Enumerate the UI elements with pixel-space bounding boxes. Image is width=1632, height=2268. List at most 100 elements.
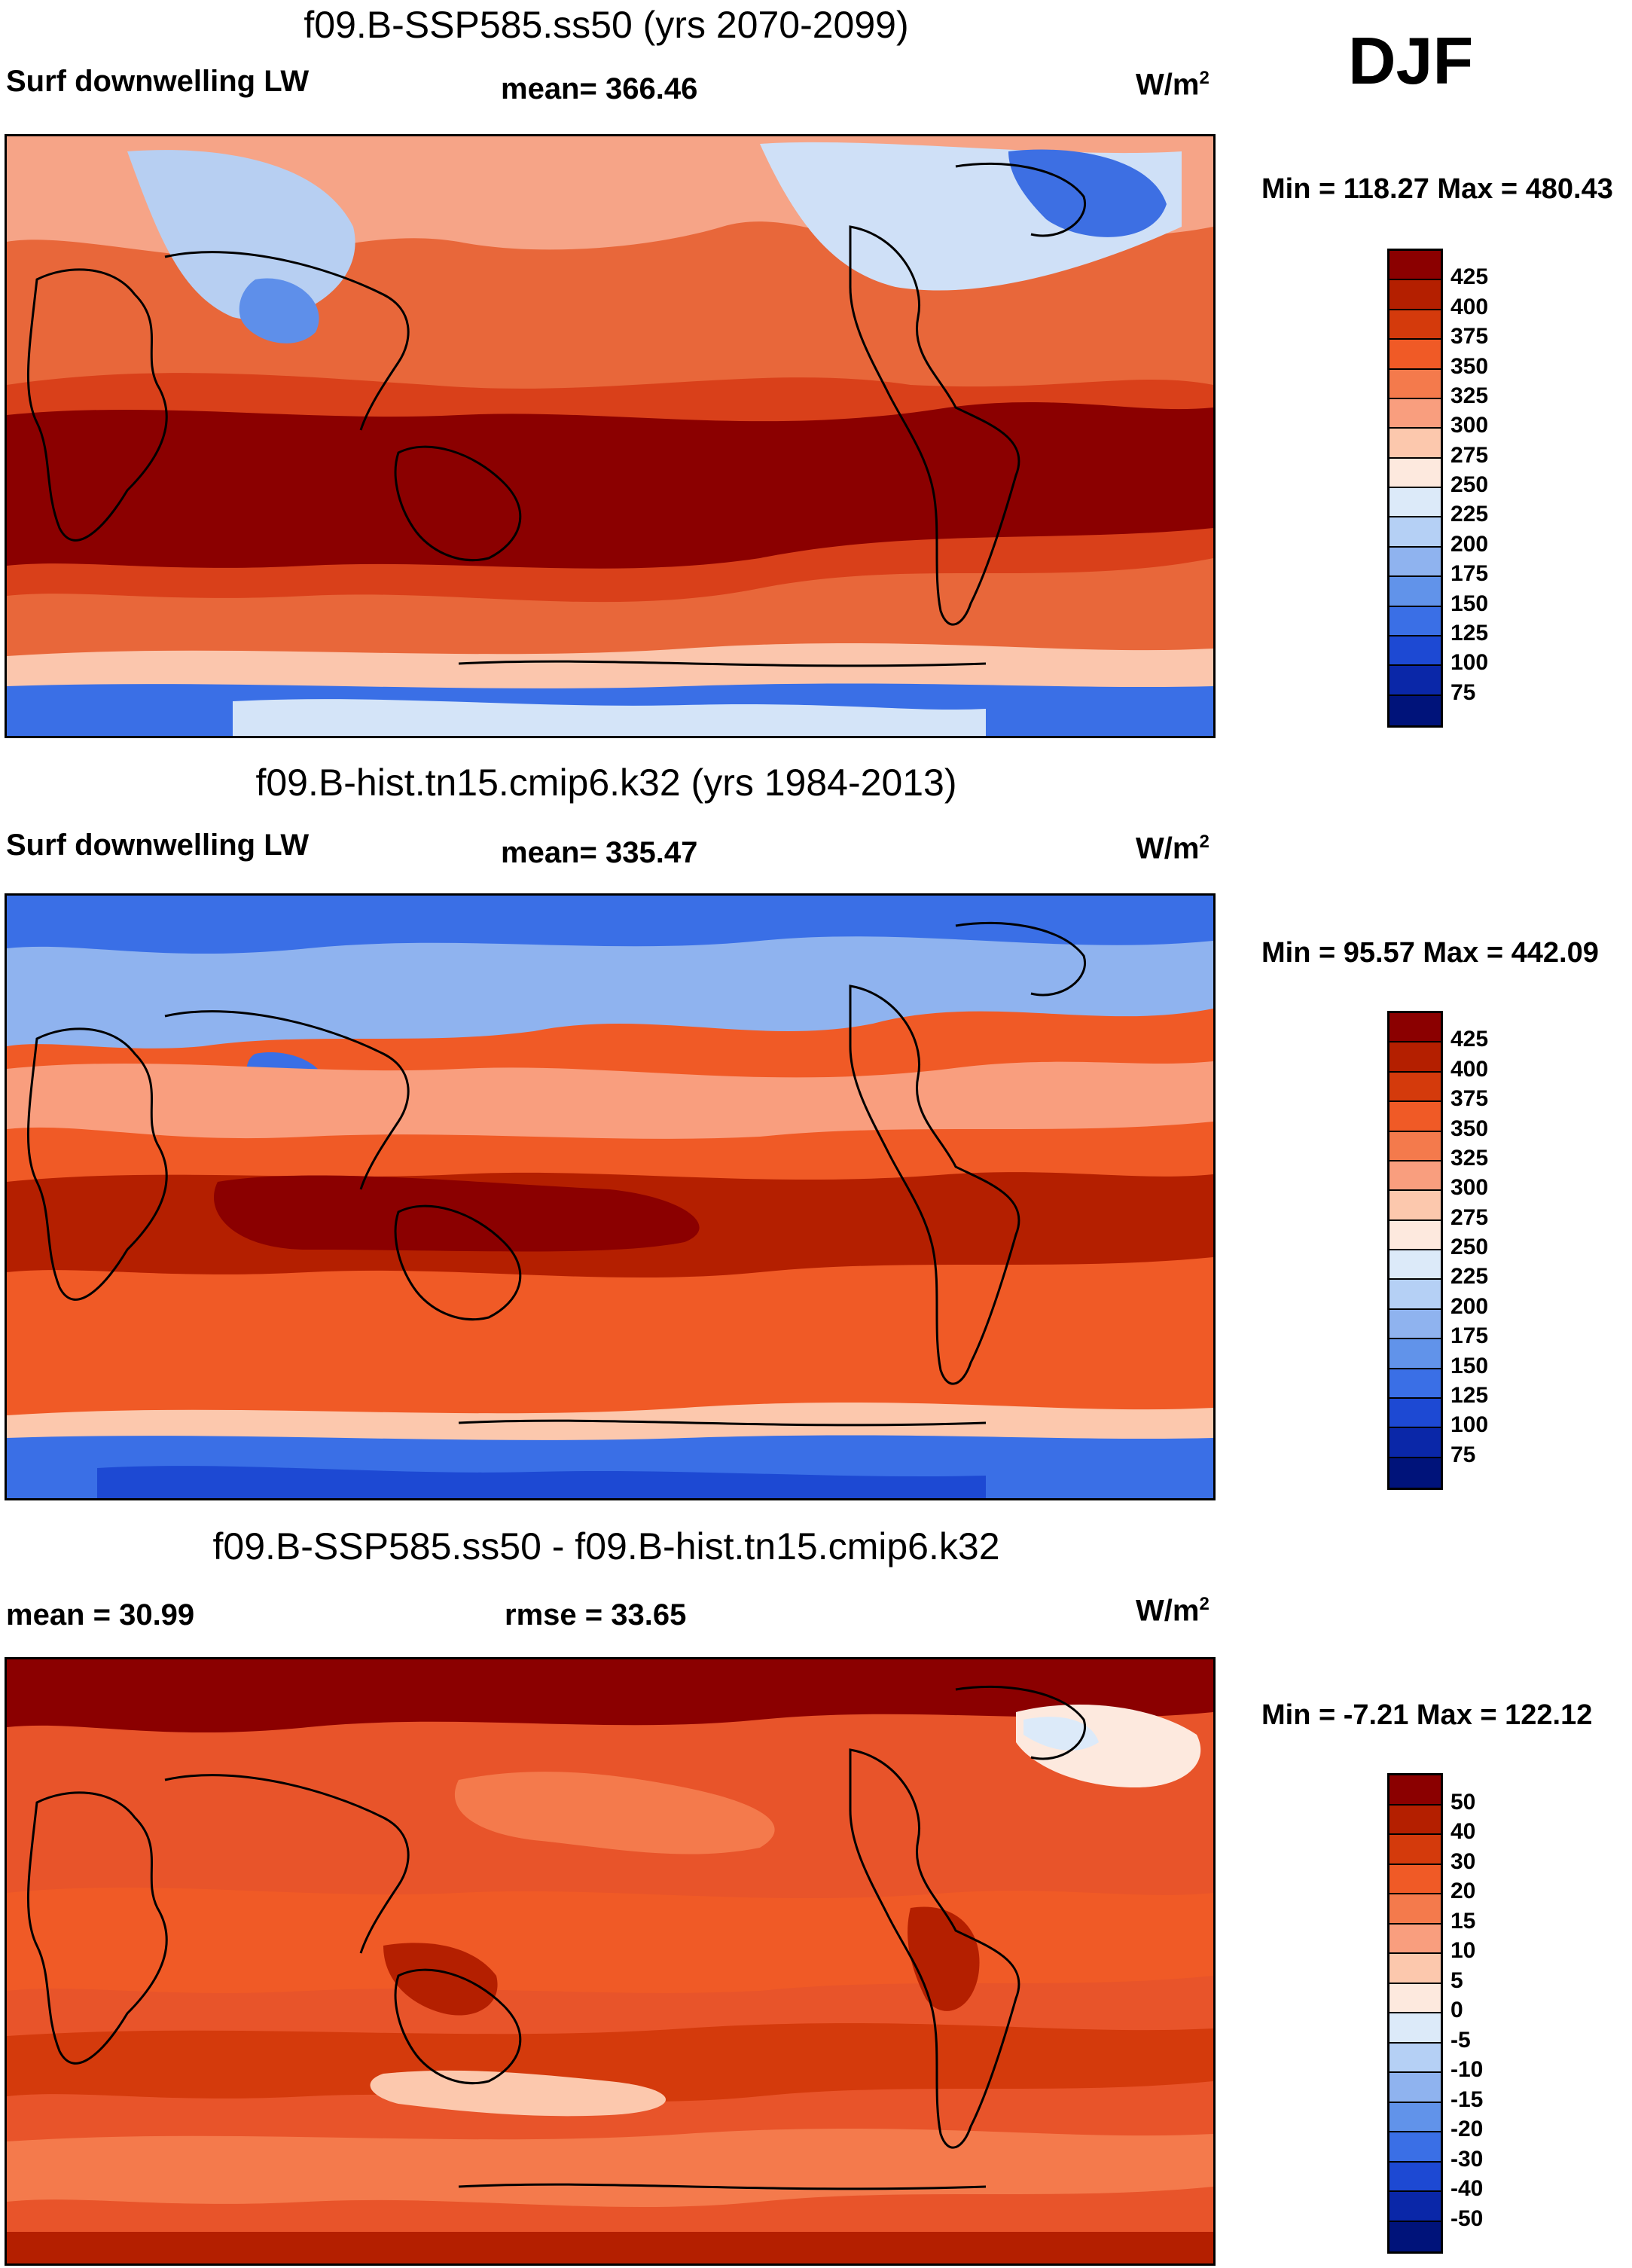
colorbar-tick-label: -15: [1450, 2086, 1484, 2112]
colorbar-segment: [1389, 280, 1441, 310]
colorbar-tick-label: 275: [1450, 442, 1489, 468]
colorbar-tick-label: -10: [1450, 2057, 1484, 2082]
panel-1-units: W/m2: [1136, 68, 1210, 102]
colorbar-tick-label: 225: [1450, 1264, 1489, 1290]
colorbar-segment: [1389, 1983, 1441, 2013]
colorbar-segment: [1389, 1924, 1441, 1954]
colorbar-segment: [1389, 1013, 1441, 1043]
colorbar-segment: [1389, 458, 1441, 488]
colorbar-segment: [1389, 1250, 1441, 1281]
panel-3-rmse: rmse = 33.65: [505, 1598, 687, 1632]
colorbar-tick-label: 150: [1450, 591, 1489, 616]
colorbar-tick-label: 15: [1450, 1908, 1476, 1934]
colorbar-tick-label: -50: [1450, 2205, 1484, 2231]
panel-1-left-label: Surf downwelling LW: [6, 65, 310, 98]
panel-2-left-label: Surf downwelling LW: [6, 829, 310, 862]
colorbar-segment: [1389, 398, 1441, 429]
colorbar-segment: [1389, 1102, 1441, 1132]
panel-2-field: [7, 896, 1213, 1498]
season-label: DJF: [1348, 23, 1474, 98]
colorbar-tick-label: 5: [1450, 1967, 1463, 1993]
panel-1-mean: mean= 366.46: [501, 72, 698, 105]
colorbar-tick-label: 250: [1450, 1235, 1489, 1259]
colorbar-tick-label: 350: [1450, 353, 1489, 379]
panel-2-title: f09.B-hist.tn15.cmip6.k32 (yrs 1984-2013…: [255, 762, 957, 804]
panel-1-field: [7, 136, 1213, 736]
panel-3-mean: mean = 30.99: [6, 1598, 195, 1632]
colorbar-segment: [1389, 429, 1441, 459]
colorbar-tick-label: 225: [1450, 502, 1489, 527]
panel-1-title: f09.B-SSP585.ss50 (yrs 2070-2099): [304, 4, 909, 46]
colorbar-segment: [1389, 1131, 1441, 1161]
colorbar-tick-label: 375: [1450, 1086, 1489, 1112]
colorbar-tick-label: -20: [1450, 2117, 1484, 2141]
colorbar-tick-label: 200: [1450, 531, 1489, 557]
colorbar-segment: [1389, 2132, 1441, 2163]
panel-3-colorbar-ticks: 50 40 30 20 15 10 5 0 -5 -10 -15 -20 -30 -40 -50: [1450, 1773, 1518, 2254]
colorbar-segment: [1389, 1309, 1441, 1340]
colorbar-tick-label: 100: [1450, 650, 1489, 676]
colorbar-tick-label: 0: [1450, 1998, 1463, 2022]
panel-2-colorbar-ticks: 425 400 375 350 325 300 275 250 225 200 175 150 125 1…: [1450, 1011, 1518, 1490]
colorbar-segment: [1389, 1864, 1441, 1894]
panel-3-min-max: Min = -7.21 Max = 122.12: [1261, 1699, 1593, 1731]
colorbar-segment: [1389, 547, 1441, 578]
colorbar-segment: [1389, 1835, 1441, 1865]
colorbar-segment: [1389, 666, 1441, 696]
colorbar-tick-label: 100: [1450, 1412, 1489, 1438]
colorbar-tick-label: 30: [1450, 1848, 1476, 1874]
colorbar-segment: [1389, 1369, 1441, 1399]
panel-3-colorbar: [1387, 1773, 1443, 2254]
colorbar-segment: [1389, 1280, 1441, 1310]
colorbar-segment: [1389, 695, 1441, 725]
colorbar-tick-label: 125: [1450, 1382, 1489, 1408]
colorbar-tick-label: 10: [1450, 1938, 1476, 1963]
colorbar-segment: [1389, 2073, 1441, 2103]
colorbar-tick-label: 425: [1450, 264, 1489, 290]
panel-2-colorbar: [1387, 1011, 1443, 1490]
colorbar-tick-label: 150: [1450, 1353, 1489, 1378]
colorbar-segment: [1389, 1339, 1441, 1369]
colorbar-tick-label: 75: [1450, 1442, 1476, 1467]
colorbar-segment: [1389, 1220, 1441, 1250]
panel-1-colorbar-ticks: 425 400 375 350 325 300 275 250 225 200 175 150 125 1…: [1450, 249, 1518, 728]
colorbar-tick-label: 400: [1450, 294, 1489, 319]
colorbar-tick-label: 175: [1450, 561, 1489, 587]
panel-2-units: W/m2: [1136, 832, 1210, 865]
colorbar-segment: [1389, 1775, 1441, 1806]
colorbar-segment: [1389, 340, 1441, 370]
colorbar-tick-label: 275: [1450, 1204, 1489, 1230]
panel-1-colorbar: [1387, 249, 1443, 728]
colorbar-tick-label: 425: [1450, 1027, 1489, 1052]
colorbar-segment: [1389, 517, 1441, 548]
colorbar-tick-label: -30: [1450, 2146, 1484, 2172]
colorbar-segment: [1389, 310, 1441, 340]
colorbar-tick-label: -5: [1450, 2027, 1471, 2053]
colorbar-segment: [1389, 1894, 1441, 1925]
colorbar-segment: [1389, 636, 1441, 667]
colorbar-tick-label: 400: [1450, 1056, 1489, 1082]
colorbar-segment: [1389, 1072, 1441, 1103]
colorbar-segment: [1389, 606, 1441, 636]
colorbar-segment: [1389, 577, 1441, 607]
colorbar-tick-label: 40: [1450, 1819, 1476, 1844]
colorbar-tick-label: 20: [1450, 1879, 1476, 1903]
colorbar-tick-label: 325: [1450, 1145, 1489, 1171]
colorbar-segment: [1389, 1161, 1441, 1192]
colorbar-tick-label: 75: [1450, 679, 1476, 705]
colorbar-tick-label: 50: [1450, 1789, 1476, 1815]
colorbar-tick-label: 350: [1450, 1116, 1489, 1141]
panel-1-map: [5, 134, 1216, 738]
colorbar-segment: [1389, 2013, 1441, 2044]
colorbar-segment: [1389, 1398, 1441, 1429]
colorbar-segment: [1389, 1805, 1441, 1835]
panel-1-min-max: Min = 118.27 Max = 480.43: [1261, 173, 1613, 205]
colorbar-tick-label: 300: [1450, 1175, 1489, 1201]
panel-3-title: f09.B-SSP585.ss50 - f09.B-hist.tn15.cmip…: [212, 1525, 1000, 1567]
colorbar-segment: [1389, 369, 1441, 399]
panel-2-min-max: Min = 95.57 Max = 442.09: [1261, 937, 1599, 969]
colorbar-segment: [1389, 488, 1441, 518]
colorbar-tick-label: 175: [1450, 1323, 1489, 1349]
colorbar-segment: [1389, 1458, 1441, 1488]
colorbar-segment: [1389, 2192, 1441, 2222]
